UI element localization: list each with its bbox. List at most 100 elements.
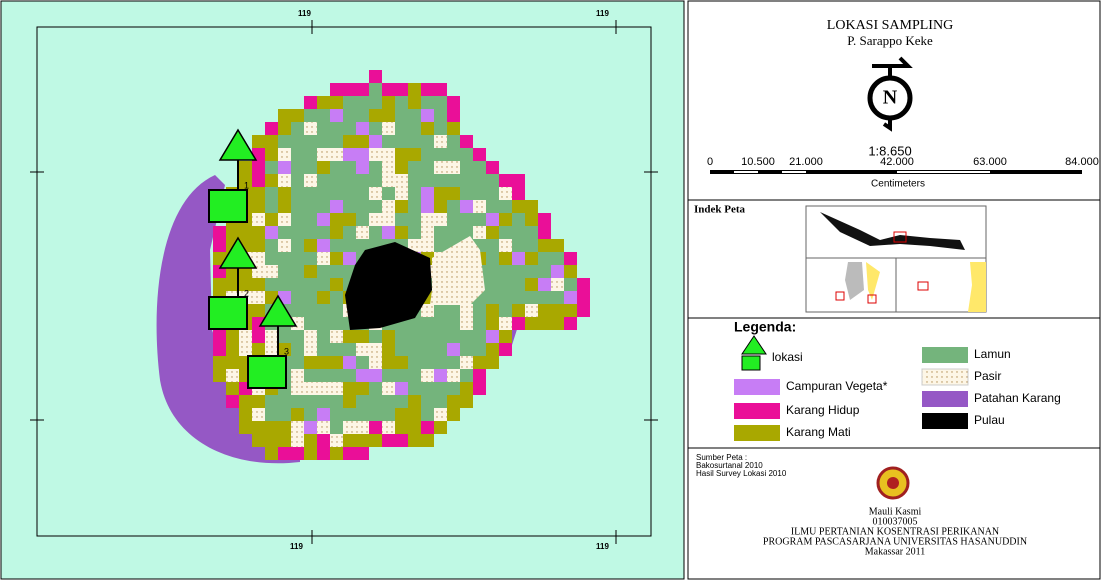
habitat-cell [343,226,356,239]
grid-label: 119 [596,9,609,18]
scale-tick: 0 [707,156,713,168]
habitat-cell [382,343,395,356]
habitat-cell [304,135,317,148]
habitat-cell [538,278,551,291]
scale-tick: 10.500 [741,156,775,168]
habitat-cell [551,239,564,252]
habitat-cell [226,278,239,291]
habitat-cell [278,343,291,356]
habitat-cell [317,447,330,460]
habitat-cell [330,226,343,239]
scale-segment [782,171,806,173]
habitat-cell [265,408,278,421]
habitat-cell [460,343,473,356]
habitat-cell [356,421,369,434]
habitat-cell [577,278,590,291]
habitat-cell [317,252,330,265]
habitat-cell [343,369,356,382]
habitat-cell [356,239,369,252]
habitat-cell [395,122,408,135]
habitat-cell [356,174,369,187]
habitat-cell [317,317,330,330]
habitat-cell [265,239,278,252]
habitat-cell [330,421,343,434]
habitat-cell [304,395,317,408]
scale-segment [897,171,990,173]
habitat-cell [408,395,421,408]
habitat-cell [460,382,473,395]
habitat-cell [278,122,291,135]
source-title: Sumber Peta : [696,453,747,462]
scale-tick: 63.000 [973,156,1007,168]
habitat-cell [356,382,369,395]
habitat-cell [434,122,447,135]
habitat-cell [460,161,473,174]
habitat-cell [382,408,395,421]
habitat-cell [421,304,434,317]
habitat-cell [226,356,239,369]
habitat-cell [525,278,538,291]
pulau [345,242,432,330]
habitat-cell [486,317,499,330]
author-line: Mauli Kasmi [869,506,922,517]
habitat-cell [434,304,447,317]
habitat-cell [538,265,551,278]
habitat-cell [356,408,369,421]
grid-ticks [30,20,658,544]
habitat-cell [291,109,304,122]
habitat-cell [395,187,408,200]
habitat-cell [304,226,317,239]
habitat-cell [291,161,304,174]
pasir-patch [430,236,485,305]
legend-swatch [922,413,968,429]
north-label: N [883,87,898,109]
habitat-cell [395,343,408,356]
habitat-cell [278,434,291,447]
habitat-cell [421,148,434,161]
habitat-cell [460,213,473,226]
habitat-cell [226,369,239,382]
habitat-cell [499,187,512,200]
habitat-cell [382,382,395,395]
habitat-cell [473,343,486,356]
scale-segment [734,171,758,173]
habitat-cell [330,278,343,291]
habitat-cell [382,96,395,109]
habitat-cell [408,421,421,434]
habitat-cell [278,252,291,265]
author-line: Makassar 2011 [865,546,925,557]
habitat-cell [447,369,460,382]
habitat-cell [213,330,226,343]
source: Hasil Survey Lokasi 2010 [696,469,787,478]
habitat-cell [512,252,525,265]
scale-segment [710,170,1082,174]
habitat-cell [473,213,486,226]
legend-label: Campuran Vegeta* [786,379,888,393]
habitat-cell [460,330,473,343]
legend-swatch [921,368,969,386]
habitat-cell [434,239,447,252]
habitat-cell [330,291,343,304]
habitat-cell [408,382,421,395]
habitat-cell [291,447,304,460]
habitat-cell [564,317,577,330]
station-label: 3 [284,346,289,356]
habitat-cell [356,109,369,122]
habitat-cell [512,278,525,291]
habitat-cell [304,382,317,395]
habitat-cell [317,200,330,213]
habitat-cell [291,252,304,265]
legend-swatch [734,425,780,441]
habitat-cell [421,382,434,395]
habitat-cell [369,226,382,239]
habitat-cell [551,291,564,304]
habitat-cell [434,200,447,213]
habitat-cell [317,369,330,382]
habitat-cell [226,382,239,395]
habitat-cell [551,278,564,291]
habitat-cell [317,343,330,356]
habitat-cell [447,356,460,369]
habitat-cell [408,239,421,252]
habitat-cell [317,421,330,434]
habitat-cell [252,408,265,421]
